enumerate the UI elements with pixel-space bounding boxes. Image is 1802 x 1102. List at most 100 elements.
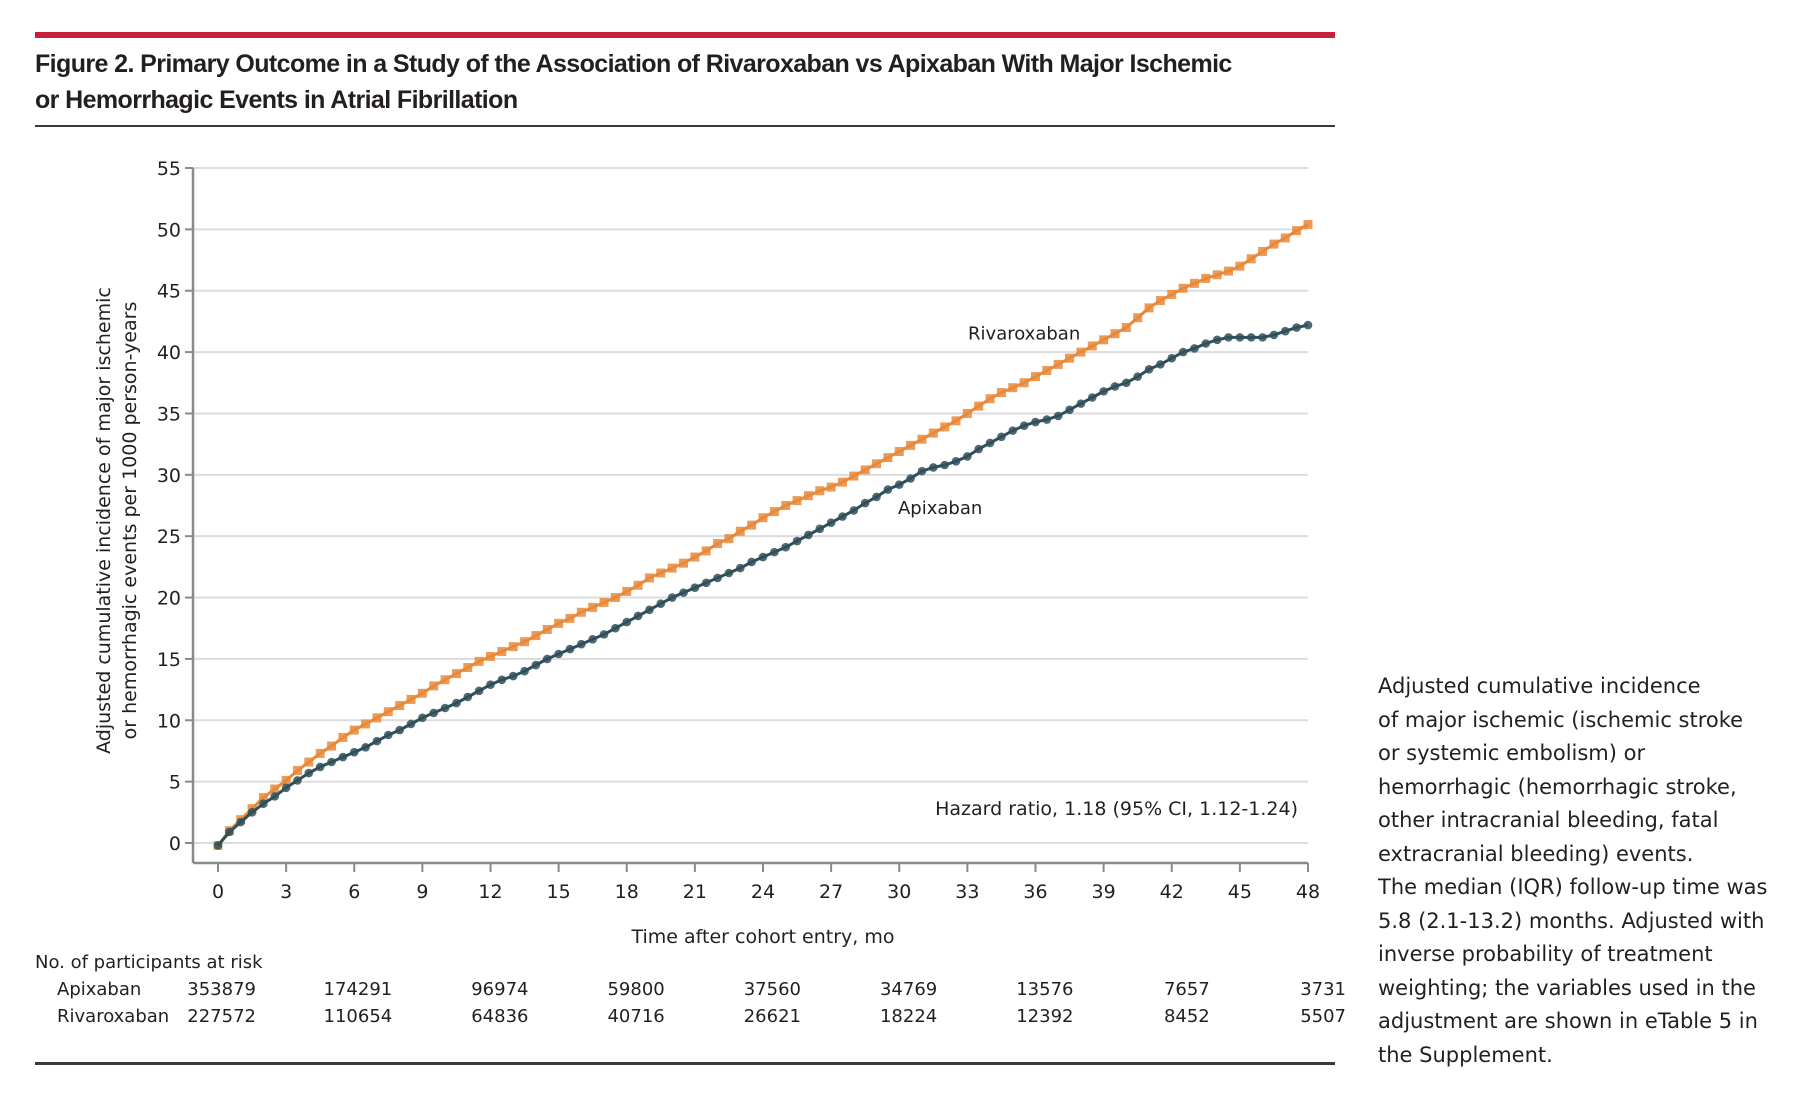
data-point-rivaroxaban [270,784,280,794]
data-point-apixaban [315,762,325,772]
data-point-rivaroxaban [872,459,882,469]
data-point-apixaban [1087,393,1097,402]
y-tick-label: 35 [157,403,181,425]
caption-line: weighting; the variables used in the [1378,975,1756,1000]
data-point-rivaroxaban [1133,313,1143,323]
data-point-apixaban [1190,344,1199,353]
data-point-rivaroxaban [383,707,393,717]
caption-line: other intracranial bleeding, fatal [1378,808,1719,832]
gridlines [193,167,1308,844]
data-point-rivaroxaban [996,388,1006,398]
data-point-rivaroxaban [1189,278,1199,288]
data-point-apixaban [1008,426,1018,435]
data-point-rivaroxaban [1212,270,1222,280]
data-point-rivaroxaban [1258,246,1268,256]
data-point-rivaroxaban [826,482,836,492]
data-point-rivaroxaban [463,663,473,672]
risk-value: 7657 [1163,979,1210,1000]
data-point-rivaroxaban [974,401,984,411]
data-point-rivaroxaban [451,669,461,679]
hazard-ratio-annotation: Hazard ratio, 1.18 (95% CI, 1.12-1.24) [935,798,1298,820]
data-point-apixaban [713,573,722,583]
risk-value: 40716 [607,1006,665,1027]
data-point-rivaroxaban [599,597,609,607]
data-point-rivaroxaban [1224,266,1234,276]
data-point-apixaban [974,444,984,454]
data-point-rivaroxaban [1019,378,1029,388]
figure-title-line-2: or Hemorrhagic Events in Atrial Fibrilla… [35,86,518,114]
data-point-apixaban [1144,364,1154,374]
data-point-apixaban [361,742,370,752]
data-point-rivaroxaban [985,394,995,404]
data-point-rivaroxaban [1246,254,1256,264]
risk-value: 34769 [879,979,938,1000]
data-point-rivaroxaban [531,631,541,641]
data-point-rivaroxaban [486,651,495,661]
caption-line: extracranial bleeding) events. [1378,841,1694,866]
data-point-rivaroxaban [1201,273,1211,283]
data-point-rivaroxaban [372,713,382,723]
risk-table: No. of participants at risk Apixaban 3538… [35,952,1346,1032]
data-point-rivaroxaban [508,642,518,652]
data-point-rivaroxaban [542,624,552,634]
data-point-rivaroxaban [917,434,927,444]
data-point-rivaroxaban [644,573,654,583]
data-point-rivaroxaban [622,586,632,596]
risk-value: 353879 [187,979,256,1000]
data-point-rivaroxaban [1144,303,1154,313]
data-point-rivaroxaban [690,552,700,562]
data-point-rivaroxaban [940,422,950,432]
data-point-rivaroxaban [520,637,530,647]
data-point-apixaban [1235,333,1245,342]
data-point-rivaroxaban [1235,261,1245,271]
data-point-rivaroxaban [849,471,859,481]
data-point-apixaban [1031,417,1040,427]
data-point-rivaroxaban [258,793,268,803]
caption-line: 5.8 (2.1-13.2) months. Adjusted with [1378,908,1765,933]
figure-caption: Adjusted cumulative incidence of major is… [1378,670,1788,1072]
data-point-rivaroxaban [1087,341,1097,351]
data-point-rivaroxaban [338,732,348,742]
data-point-rivaroxaban [1280,233,1290,243]
data-point-rivaroxaban [679,558,689,568]
y-axis-title-line-2: or hemorrhagic events per 1000 person-ye… [119,302,141,740]
caption-line: of major ischemic (ischemic stroke [1378,707,1744,732]
caption-line: adjustment are shown in eTable 5 in [1378,1009,1758,1033]
data-point-rivaroxaban [497,647,507,657]
figure-title-line-1: Figure 2. Primary Outcome in a Study of … [35,50,1232,78]
data-point-apixaban [542,654,552,664]
risk-value: 59800 [607,979,665,1000]
risk-value: 26621 [743,1006,801,1027]
data-series [213,219,1313,850]
data-point-apixaban [860,498,870,508]
x-tick-label: 12 [478,881,502,903]
data-point-rivaroxaban [576,607,586,617]
series-line-apixaban [216,323,1309,847]
data-point-rivaroxaban [440,675,450,685]
x-tick-label: 36 [1023,881,1047,903]
x-tick-label: 6 [348,881,360,903]
data-point-apixaban [735,563,745,573]
data-point-apixaban [1053,411,1063,421]
data-point-apixaban [1065,405,1074,415]
data-point-apixaban [815,524,825,534]
data-point-apixaban [1076,399,1086,408]
axes [191,168,1308,865]
data-point-rivaroxaban [758,513,768,523]
data-point-rivaroxaban [292,766,302,776]
x-tick-label: 30 [887,881,911,903]
risk-value: 37560 [743,979,801,1000]
data-point-apixaban [1156,360,1165,369]
data-point-apixaban [225,827,234,837]
data-point-apixaban [1099,387,1108,396]
data-point-apixaban [247,808,257,817]
data-point-apixaban [338,752,348,762]
data-point-rivaroxaban [327,741,337,751]
data-point-apixaban [270,792,280,801]
x-tick-label: 21 [683,881,707,903]
y-tick-label: 40 [157,342,181,364]
risk-table-title: No. of participants at risk [35,952,263,973]
x-tick-label: 24 [751,881,775,903]
data-point-apixaban [917,466,927,476]
